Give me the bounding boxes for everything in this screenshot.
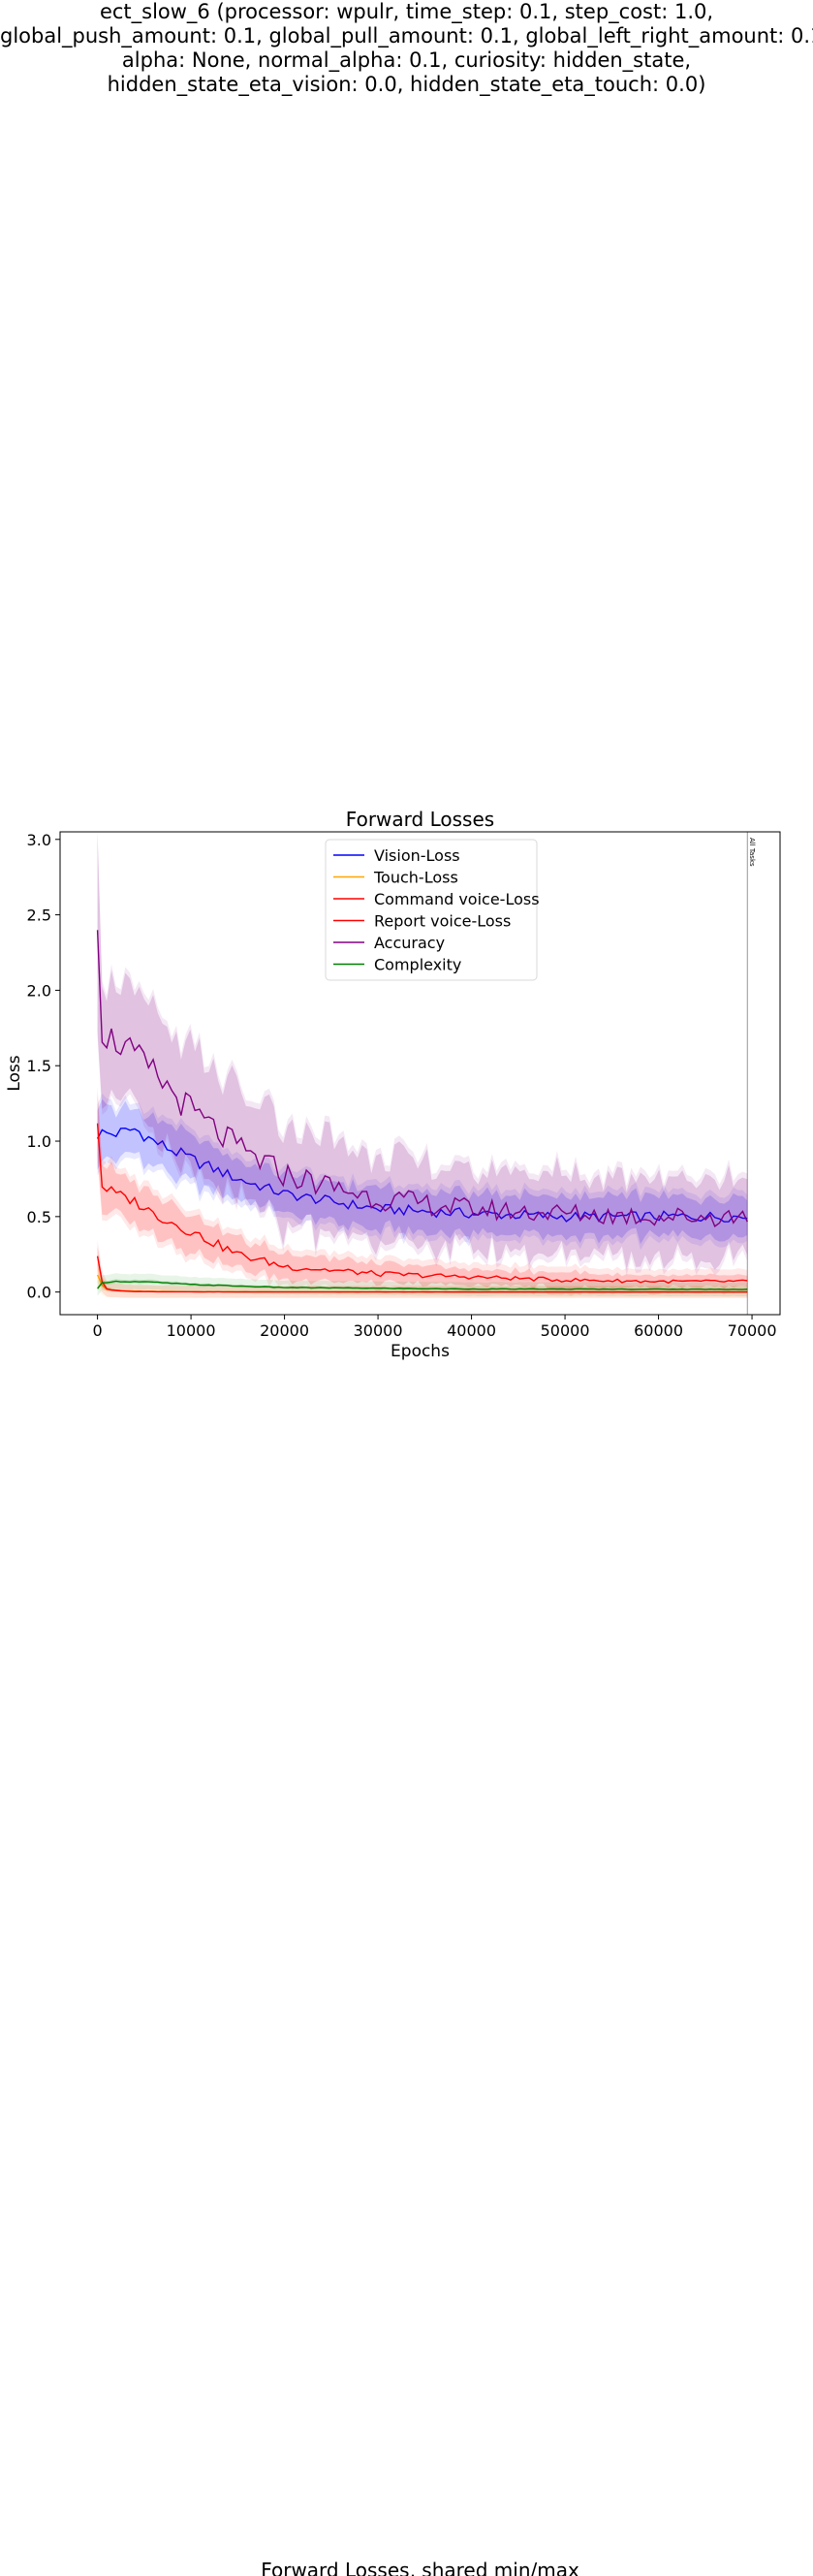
legend-label: Vision-Loss bbox=[374, 846, 460, 865]
chart-title: Forward Losses, shared min/max bbox=[261, 2559, 579, 2576]
series-band-complexity bbox=[97, 1279, 748, 1291]
series-line-report-voice-loss bbox=[96, 1256, 748, 1293]
legend: Vision-Loss Touch-Loss Command voice-Loss R… bbox=[325, 839, 540, 981]
x-tick-label: 70000 bbox=[728, 1321, 777, 1340]
x-tick-label: 50000 bbox=[541, 1321, 590, 1340]
legend-label: Accuracy bbox=[374, 934, 445, 952]
y-tick-label: 0.5 bbox=[27, 1208, 51, 1226]
legend-item-touch-loss: Touch-Loss bbox=[333, 869, 458, 887]
chart-title: Forward Losses bbox=[346, 808, 494, 831]
y-axis-label: Loss bbox=[5, 1055, 24, 1091]
task-annotation: All Tasks bbox=[748, 838, 756, 867]
legend-item-report-voice-loss: Report voice-Loss bbox=[333, 912, 511, 931]
legend-label: Command voice-Loss bbox=[374, 890, 540, 908]
figure-suptitle: ect_slow_6 (processor: wpulr, time_step:… bbox=[0, 0, 813, 97]
x-tick-label: 20000 bbox=[260, 1321, 309, 1340]
y-tick-label: 2.0 bbox=[27, 981, 51, 1000]
series-band-accuracy bbox=[97, 832, 748, 1270]
legend-label: Touch-Loss bbox=[373, 869, 458, 887]
legend-item-complexity: Complexity bbox=[333, 956, 461, 974]
legend-box bbox=[325, 839, 538, 981]
series-band-outer-accuracy bbox=[97, 832, 748, 1276]
legend-item-command-voice-loss: Command voice-Loss bbox=[333, 890, 540, 908]
x-tick-label: 30000 bbox=[354, 1321, 403, 1340]
y-tick-label: 0.0 bbox=[27, 1284, 51, 1302]
x-tick-label: 40000 bbox=[447, 1321, 496, 1340]
series-band-vision-loss bbox=[97, 1098, 748, 1245]
series-band-outer-command-voice-loss bbox=[97, 1086, 748, 1296]
legend-label: Report voice-Loss bbox=[374, 912, 511, 931]
series-line-command-voice-loss bbox=[96, 1123, 748, 1285]
x-axis-label: Epochs bbox=[391, 1342, 450, 1361]
series-line-complexity bbox=[97, 1280, 748, 1290]
chart-log-forward-losses-shared: log Forward Losses, shared min/maxAll Ta… bbox=[0, 2019, 813, 2576]
y-tick-label: 1.0 bbox=[27, 1132, 51, 1151]
axes-frame bbox=[59, 831, 781, 1316]
legend-label: Complexity bbox=[374, 956, 461, 974]
series-line-accuracy bbox=[96, 930, 748, 1227]
x-tick-label: 0 bbox=[93, 1321, 103, 1340]
suptitle-line: global_push_amount: 0.1, global_pull_amo… bbox=[0, 24, 813, 48]
suptitle-line: hidden_state_eta_vision: 0.0, hidden_sta… bbox=[107, 73, 706, 96]
y-tick-label: 1.5 bbox=[27, 1057, 51, 1075]
legend-item-vision-loss: Vision-Loss bbox=[333, 846, 460, 865]
series-band-outer-complexity bbox=[97, 1273, 748, 1297]
chart-forward-losses: Forward Losses All Tasks 0 10000 20000 30000 4… bbox=[5, 808, 781, 1361]
legend-item-accuracy: Accuracy bbox=[333, 934, 445, 952]
y-tick-label: 3.0 bbox=[27, 831, 51, 849]
series-band-outer-vision-loss bbox=[97, 1093, 748, 1251]
chart-forward-losses-shared: Forward Losses, shared min/maxAll Tasks0… bbox=[261, 2559, 579, 2576]
plot-area bbox=[96, 832, 748, 1298]
suptitle-line: ect_slow_6 (processor: wpulr, time_step:… bbox=[99, 0, 714, 23]
suptitle-line: alpha: None, normal_alpha: 0.1, curiosit… bbox=[121, 48, 692, 72]
y-tick-label: 2.5 bbox=[27, 906, 51, 925]
series-line-vision-loss bbox=[96, 1127, 748, 1224]
x-tick-label: 10000 bbox=[167, 1321, 216, 1340]
x-tick-label: 60000 bbox=[634, 1321, 683, 1340]
